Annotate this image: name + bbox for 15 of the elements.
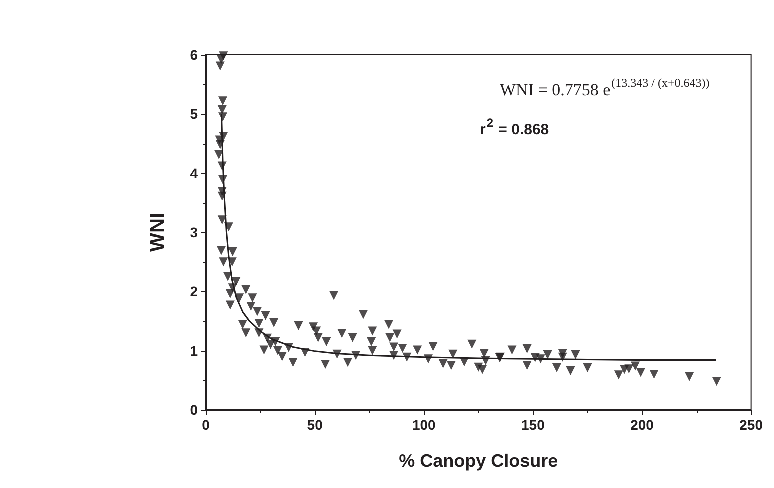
x-axis-title: % Canopy Closure (399, 451, 558, 471)
y-axis-title: WNI (147, 213, 169, 252)
y-tick-label: 3 (190, 224, 198, 240)
x-tick-label: 50 (307, 417, 324, 433)
y-tick-label: 6 (190, 47, 198, 63)
y-tick-label: 1 (190, 342, 198, 359)
x-tick-label: 250 (740, 417, 764, 433)
y-tick-label: 5 (190, 106, 198, 122)
y-tick-label: 0 (190, 402, 198, 418)
x-tick-label: 100 (412, 417, 436, 433)
y-tick-label: 2 (190, 284, 198, 300)
x-tick-label: 0 (202, 417, 210, 433)
x-tick-label: 150 (522, 417, 546, 433)
x-tick-label: 200 (630, 417, 654, 433)
y-tick-label: 4 (190, 165, 198, 182)
